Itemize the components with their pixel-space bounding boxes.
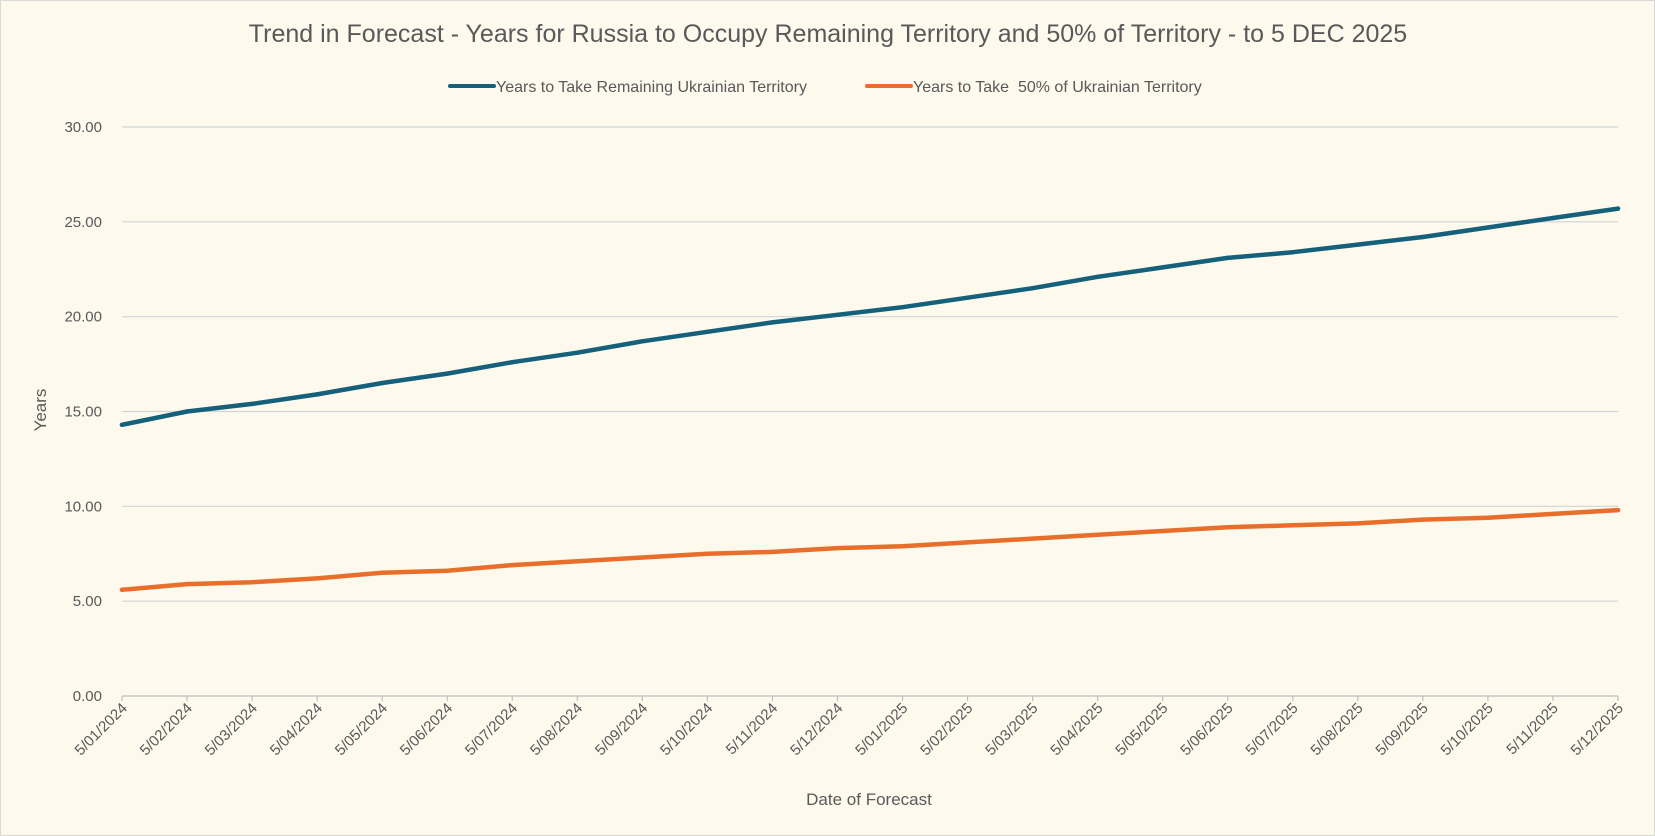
data-point xyxy=(1160,528,1165,534)
data-point xyxy=(1030,536,1035,541)
x-tick-label: 5/12/2024 xyxy=(787,700,846,759)
legend-label-fifty-percent: Years to Take 50% of Ukrainian Territory xyxy=(913,79,1202,96)
data-point xyxy=(119,422,125,427)
series-line-0 xyxy=(119,206,1621,428)
data-point xyxy=(770,549,775,555)
data-point xyxy=(184,409,190,414)
data-point xyxy=(1485,225,1491,230)
gridlines xyxy=(122,126,1618,697)
y-tick-label: 20.00 xyxy=(64,309,102,326)
chart-title: Trend in Forecast - Years for Russia to … xyxy=(249,20,1407,48)
data-point xyxy=(510,562,515,568)
x-tick-label: 5/05/2024 xyxy=(332,700,391,759)
x-tick-label: 5/09/2025 xyxy=(1372,700,1431,759)
data-point xyxy=(119,587,125,592)
data-point xyxy=(379,380,385,386)
data-point xyxy=(575,559,580,564)
data-point xyxy=(1290,249,1295,255)
data-point xyxy=(965,295,970,300)
x-tick-label: 5/08/2025 xyxy=(1307,700,1366,759)
x-tick-label: 5/04/2025 xyxy=(1047,700,1106,759)
x-tick-label: 5/08/2024 xyxy=(527,700,586,759)
y-axis-title: Years xyxy=(31,389,50,432)
data-point xyxy=(1095,532,1100,537)
x-tick-label: 5/07/2024 xyxy=(462,700,521,759)
data-point xyxy=(1550,215,1556,221)
data-point xyxy=(705,551,710,556)
data-point xyxy=(510,359,515,365)
data-point xyxy=(770,320,775,325)
data-point xyxy=(314,392,320,397)
x-tick-label: 5/07/2025 xyxy=(1242,700,1301,759)
data-point xyxy=(1485,515,1491,520)
x-tick-label: 5/03/2024 xyxy=(202,700,261,759)
data-point xyxy=(1615,507,1621,513)
data-point xyxy=(705,329,710,335)
data-point xyxy=(1225,255,1230,261)
y-axis-ticks: 0.00 5.00 10.00 15.00 20.00 25.00 30.00 xyxy=(64,119,102,705)
data-point xyxy=(1355,521,1361,526)
data-point xyxy=(445,568,450,574)
data-point xyxy=(445,371,450,376)
x-tick-label: 5/12/2025 xyxy=(1568,700,1627,759)
x-tick-label: 5/10/2024 xyxy=(657,700,716,759)
x-tick-label: 5/01/2025 xyxy=(852,700,911,759)
data-point xyxy=(1030,286,1035,291)
data-point xyxy=(835,545,840,551)
data-point xyxy=(1420,234,1426,240)
data-point xyxy=(900,543,905,549)
data-point xyxy=(900,304,905,310)
series-line-1 xyxy=(119,507,1621,593)
series-lines xyxy=(119,206,1621,593)
y-tick-label: 0.00 xyxy=(73,688,102,705)
data-point xyxy=(314,576,320,581)
data-point xyxy=(379,570,385,575)
data-point xyxy=(249,580,255,585)
x-tick-label: 5/10/2025 xyxy=(1438,700,1497,759)
y-tick-label: 10.00 xyxy=(64,498,102,515)
data-point xyxy=(965,540,970,545)
data-point xyxy=(1355,242,1361,247)
x-tick-label: 5/09/2024 xyxy=(592,700,651,759)
data-point xyxy=(1225,524,1230,530)
data-point xyxy=(640,555,645,560)
y-tick-label: 25.00 xyxy=(64,214,102,231)
data-point xyxy=(1160,265,1165,270)
data-point xyxy=(249,401,255,407)
x-tick-label: 5/03/2025 xyxy=(982,700,1041,759)
data-point xyxy=(184,581,190,587)
data-point xyxy=(1420,517,1426,522)
x-tick-label: 5/04/2024 xyxy=(267,700,326,759)
data-point xyxy=(1290,523,1295,528)
x-axis-ticks: 5/01/2024 5/02/2024 5/03/2024 5/04/2024 5/05… xyxy=(72,696,1627,759)
data-point xyxy=(1615,206,1621,211)
x-tick-label: 5/11/2024 xyxy=(723,700,781,758)
y-tick-label: 15.00 xyxy=(64,404,102,421)
x-tick-label: 5/02/2024 xyxy=(137,700,196,759)
data-point xyxy=(640,339,645,344)
x-tick-label: 5/02/2025 xyxy=(917,700,976,759)
data-point xyxy=(575,350,580,355)
legend-label-remaining: Years to Take Remaining Ukrainian Territ… xyxy=(496,79,807,96)
x-tick-label: 5/01/2024 xyxy=(72,700,131,759)
x-tick-label: 5/06/2024 xyxy=(397,700,456,759)
x-tick-label: 5/05/2025 xyxy=(1112,700,1171,759)
x-axis-title: Date of Forecast xyxy=(806,790,932,809)
y-tick-label: 5.00 xyxy=(73,593,102,610)
legend: Years to Take Remaining Ukrainian Territ… xyxy=(448,79,1202,96)
x-tick-label: 5/06/2025 xyxy=(1177,700,1236,759)
y-tick-label: 30.00 xyxy=(64,119,102,136)
data-point xyxy=(1095,274,1100,280)
x-tick-label: 5/11/2025 xyxy=(1503,700,1561,758)
data-point xyxy=(1550,511,1556,517)
data-point xyxy=(835,312,840,317)
